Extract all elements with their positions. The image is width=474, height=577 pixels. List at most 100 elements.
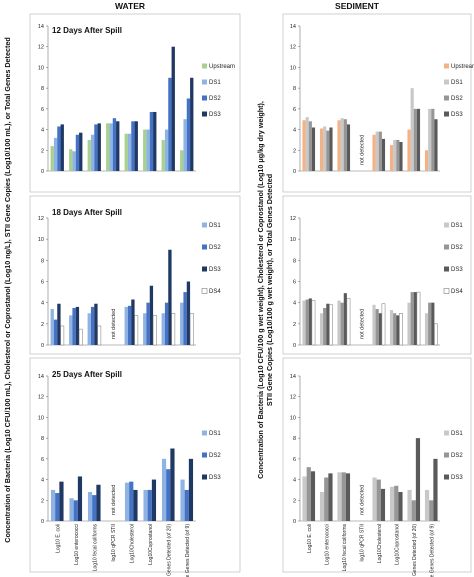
- chart-frame: [29, 357, 241, 573]
- y-tick-label: 12: [290, 45, 296, 51]
- bar-ds3-7: [431, 302, 435, 345]
- bar-ds1-1: [69, 315, 73, 345]
- y-tick-label: 10: [290, 415, 296, 421]
- legend-swatch: [202, 452, 207, 458]
- bar-ds1-5: [393, 139, 397, 171]
- y-tick-label: 6: [41, 457, 44, 463]
- bar-ds4-0: [60, 325, 65, 346]
- bar-upstream-4: [372, 134, 376, 171]
- y-tick-label: 0: [293, 519, 296, 525]
- bar-upstream-0: [50, 146, 54, 171]
- bar-ds3-4: [381, 138, 386, 171]
- bar-ds1-4: [124, 482, 130, 521]
- bar-ds2-5: [146, 302, 150, 345]
- y-tick-label: 4: [41, 128, 44, 134]
- bar-ds1-4: [372, 477, 377, 521]
- legend-swatch: [202, 63, 207, 69]
- y-tick-label: 12: [38, 45, 44, 51]
- bar-ds1-5: [146, 129, 150, 171]
- legend-swatch: [443, 288, 450, 294]
- bar-ds1-2: [90, 134, 95, 171]
- y-tick-label: 6: [293, 107, 296, 113]
- bar-ds2-1: [324, 477, 329, 521]
- bar-ds3-7: [186, 281, 191, 345]
- bar-ds4-4: [381, 303, 386, 346]
- y-tick-label: 14: [290, 374, 296, 380]
- bar-ds3-5: [398, 492, 403, 521]
- category-label: Log10 fecal coliforms: [342, 524, 348, 572]
- bar-ds1-0: [50, 489, 56, 521]
- category-label: Log10 E. coli: [55, 524, 61, 553]
- legend-swatch: [444, 111, 449, 117]
- y-tick-label: 6: [41, 107, 44, 113]
- legend-swatch: [202, 95, 207, 101]
- chart-title: 25 Days After Spill: [52, 370, 122, 379]
- category-label: Log10Coprostanol: [394, 524, 400, 565]
- bar-ds4-6: [416, 291, 421, 346]
- bar-ds1-0: [305, 117, 309, 171]
- bar-ds1-7: [183, 119, 187, 171]
- bar-ds3-1: [329, 127, 333, 171]
- bar-ds4-0: [311, 300, 316, 346]
- bar-ds2-2: [340, 302, 344, 345]
- legend-swatch: [202, 111, 207, 117]
- category-label: Log10Cholesterol: [129, 524, 135, 563]
- not-detected-label: not detected: [359, 309, 365, 339]
- bar-ds2-7: [183, 292, 187, 345]
- y-axis-label-sediment-line1: Concentration of Bacteria (Log10 CFU/100…: [256, 101, 265, 479]
- y-tick-label: 2: [41, 322, 44, 328]
- bar-ds3-5: [396, 315, 400, 345]
- bar-ds1-1: [319, 313, 324, 345]
- bar-ds1-5: [143, 489, 148, 521]
- bar-ds4-7: [189, 313, 194, 346]
- bar-ds3-5: [151, 479, 157, 521]
- bar-ds2-1: [326, 130, 330, 171]
- not-detected-label: not detected: [111, 309, 117, 339]
- bar-upstream-0: [302, 120, 306, 171]
- y-tick-label: 8: [293, 86, 296, 92]
- bar-ds1-2: [87, 313, 91, 345]
- bar-ds2-7: [428, 302, 432, 345]
- bar-ds3-6: [170, 448, 175, 521]
- bar-ds3-6: [168, 249, 172, 345]
- bar-ds2-7: [429, 500, 434, 521]
- legend-swatch: [444, 452, 449, 458]
- bar-ds3-7: [190, 77, 194, 171]
- bar-upstream-7: [424, 150, 429, 171]
- bar-upstream-3: [106, 123, 110, 171]
- bar-ds1-1: [72, 151, 76, 171]
- y-tick-label: 8: [293, 436, 296, 442]
- bar-ds2-0: [53, 319, 58, 345]
- not-detected-label: not detected: [359, 135, 365, 165]
- bar-ds2-5: [147, 489, 152, 521]
- chart-sed-25: 0 2 4 6 8 10 12 14 not detected Log10 E. coli Log1…: [282, 357, 472, 577]
- y-axis-label-sediment: Concentration of Bacteria (Log10 CFU/100…: [256, 101, 274, 479]
- bar-ds1-5: [143, 313, 147, 345]
- y-tick-label: 6: [41, 280, 44, 286]
- legend-label: DS3: [451, 112, 463, 118]
- bar-ds1-7: [424, 313, 429, 345]
- legend-swatch: [444, 95, 449, 101]
- y-tick-label: 2: [41, 148, 44, 154]
- chart-frame: [282, 357, 472, 573]
- category-label: Total Genes Detected (of 20): [166, 524, 172, 577]
- legend-label: Upstream: [451, 64, 474, 70]
- bar-ds2-4: [129, 481, 134, 521]
- bar-ds3-3: [116, 121, 120, 171]
- bar-upstream-2: [87, 139, 91, 171]
- bar-ds3-1: [77, 476, 83, 521]
- y-tick-label: 10: [290, 65, 296, 71]
- bar-ds1-5: [389, 486, 395, 521]
- legend-label: DS3: [209, 112, 221, 118]
- legend-swatch: [202, 474, 207, 480]
- category-label: Log10 enterococci: [74, 524, 80, 565]
- legend-swatch: [444, 474, 449, 480]
- y-tick-label: 2: [293, 498, 296, 504]
- category-label: Manure Genes Detected (of 9): [185, 524, 191, 577]
- category-label: Log10 E. coli: [307, 524, 313, 553]
- bar-ds2-5: [396, 139, 400, 171]
- bar-ds2-4: [131, 121, 135, 171]
- y-tick-label: 12: [38, 395, 44, 401]
- bar-ds1-0: [302, 300, 306, 345]
